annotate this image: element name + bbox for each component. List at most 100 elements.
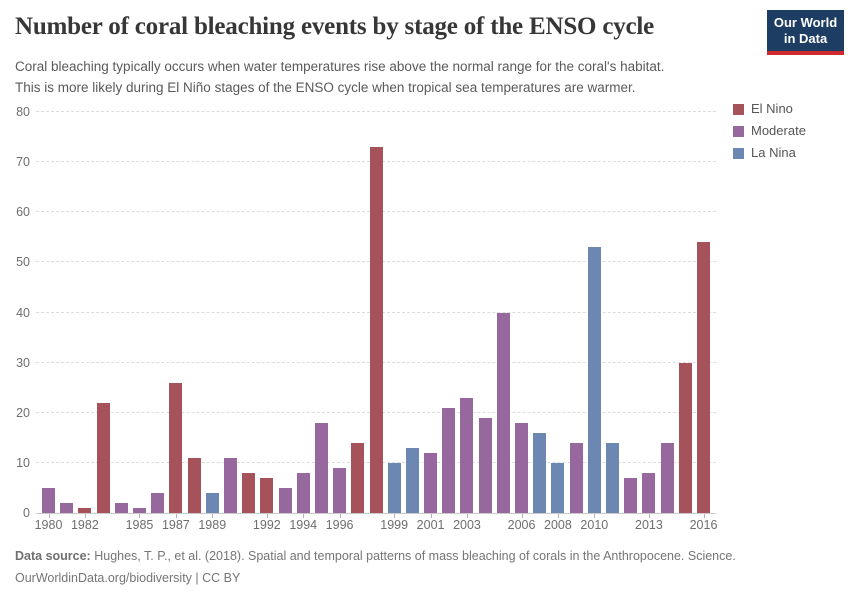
- datasource-text: Hughes, T. P., et al. (2018). Spatial an…: [94, 549, 736, 563]
- y-tick-label-70: 70: [16, 155, 30, 170]
- bar-1999[interactable]: [387, 462, 401, 513]
- bar-1987[interactable]: [169, 382, 183, 513]
- chart-subtitle: Coral bleaching typically occurs when wa…: [15, 56, 785, 98]
- footer-link[interactable]: OurWorldinData.org/biodiversity: [15, 570, 192, 585]
- subtitle-line-2: This is more likely during El Niño stage…: [15, 80, 636, 95]
- footer-license: CC BY: [202, 570, 241, 585]
- x-tick-label-2016: 2016: [689, 518, 718, 532]
- bar-1997[interactable]: [351, 442, 365, 513]
- x-tick-1980: [48, 514, 50, 518]
- datasource-label: Data source:: [15, 549, 91, 563]
- owid-logo-line1: Our World: [773, 15, 838, 30]
- bar-2008[interactable]: [551, 462, 565, 513]
- x-tick-label-1980: 1980: [34, 518, 63, 532]
- bar-1988[interactable]: [187, 457, 201, 513]
- gridline-80: [36, 111, 716, 112]
- x-tick-label-1985: 1985: [125, 518, 154, 532]
- subtitle-line-1: Coral bleaching typically occurs when wa…: [15, 59, 665, 74]
- bar-2005[interactable]: [496, 312, 510, 513]
- x-tick-label-1994: 1994: [289, 518, 318, 532]
- y-tick-label-10: 10: [16, 455, 30, 470]
- x-tick-label-2006: 2006: [507, 518, 536, 532]
- footer-separator: |: [195, 570, 199, 585]
- x-tick-label-2013: 2013: [635, 518, 663, 532]
- x-tick-1982: [84, 514, 86, 518]
- bar-2001[interactable]: [424, 452, 438, 513]
- legend-label-moderate: Moderate: [751, 123, 806, 138]
- bar-2004[interactable]: [478, 417, 492, 513]
- page-title: Number of coral bleaching events by stag…: [15, 13, 655, 40]
- bar-2010[interactable]: [587, 247, 601, 513]
- bar-2011[interactable]: [606, 442, 620, 513]
- bar-1989[interactable]: [205, 492, 219, 513]
- bar-1980[interactable]: [42, 487, 55, 513]
- x-tick-1985: [139, 514, 141, 518]
- bar-1991[interactable]: [242, 472, 256, 513]
- x-tick-label-1999: 1999: [380, 518, 409, 532]
- bar-2007[interactable]: [533, 432, 547, 513]
- bar-1986[interactable]: [151, 492, 165, 513]
- x-tick-1992: [266, 514, 268, 518]
- x-tick-label-1992: 1992: [252, 518, 281, 532]
- x-tick-label-2008: 2008: [544, 518, 572, 532]
- bar-2015[interactable]: [678, 362, 692, 513]
- y-tick-label-40: 40: [16, 305, 30, 320]
- moderate-swatch-icon: [733, 125, 744, 137]
- y-tick-label-50: 50: [16, 255, 30, 270]
- x-tick-label-1982: 1982: [70, 518, 99, 532]
- x-tick-2006: [521, 514, 523, 518]
- bar-2016[interactable]: [697, 242, 710, 513]
- y-tick-label-60: 60: [16, 205, 30, 220]
- el-nino-swatch-icon: [733, 103, 744, 115]
- legend-item-el-nino[interactable]: El Nino: [733, 102, 806, 116]
- x-tick-1987: [175, 514, 177, 518]
- x-tick-2008: [557, 514, 559, 518]
- la-nina-swatch-icon: [733, 147, 744, 159]
- bar-1982[interactable]: [78, 508, 92, 513]
- x-tick-label-2010: 2010: [580, 518, 609, 532]
- footer: Data source: Hughes, T. P., et al. (2018…: [15, 546, 835, 589]
- bar-2009[interactable]: [569, 442, 583, 513]
- plot-area: [36, 111, 716, 518]
- bar-1984[interactable]: [114, 502, 128, 513]
- bar-2002[interactable]: [442, 407, 456, 513]
- x-tick-1996: [339, 514, 341, 518]
- x-tick-2001: [430, 514, 432, 518]
- bar-1981[interactable]: [60, 502, 74, 513]
- owid-logo: Our World in Data: [767, 10, 844, 55]
- bar-1990[interactable]: [223, 457, 237, 513]
- y-tick-label-80: 80: [16, 105, 30, 119]
- x-tick-1994: [303, 514, 305, 518]
- y-tick-label-30: 30: [16, 355, 30, 370]
- bar-1985[interactable]: [132, 508, 146, 513]
- bar-2012[interactable]: [624, 477, 638, 513]
- bar-2014[interactable]: [660, 442, 674, 513]
- bar-2006[interactable]: [515, 422, 529, 513]
- owid-logo-line2: in Data: [783, 31, 828, 46]
- x-tick-1989: [212, 514, 214, 518]
- bar-2000[interactable]: [405, 447, 419, 513]
- bar-1992[interactable]: [260, 477, 274, 513]
- bar-1998[interactable]: [369, 147, 383, 513]
- x-tick-2003: [466, 514, 468, 518]
- y-tick-label-20: 20: [16, 405, 30, 420]
- x-tick-label-1987: 1987: [161, 518, 190, 532]
- legend-item-la-nina[interactable]: La Nina: [733, 146, 806, 160]
- x-tick-2013: [648, 514, 650, 518]
- legend-item-moderate[interactable]: Moderate: [733, 124, 806, 138]
- bar-2003[interactable]: [460, 397, 474, 513]
- x-tick-label-2001: 2001: [416, 518, 445, 532]
- bar-1996[interactable]: [333, 467, 347, 513]
- x-tick-2010: [594, 514, 596, 518]
- x-axis: 1980 1982 1985 1987 1989 1992 1994 1996 1999 2001…: [35, 518, 718, 536]
- x-tick-label-2003: 2003: [453, 518, 481, 532]
- bar-1993[interactable]: [278, 487, 292, 513]
- bar-1995[interactable]: [314, 422, 328, 513]
- bar-1983[interactable]: [96, 402, 110, 513]
- x-tick-label-1989: 1989: [198, 518, 227, 532]
- bar-1994[interactable]: [296, 472, 310, 513]
- bar-2013[interactable]: [642, 472, 656, 513]
- x-tick-label-1996: 1996: [325, 518, 354, 532]
- x-tick-2016: [703, 514, 705, 518]
